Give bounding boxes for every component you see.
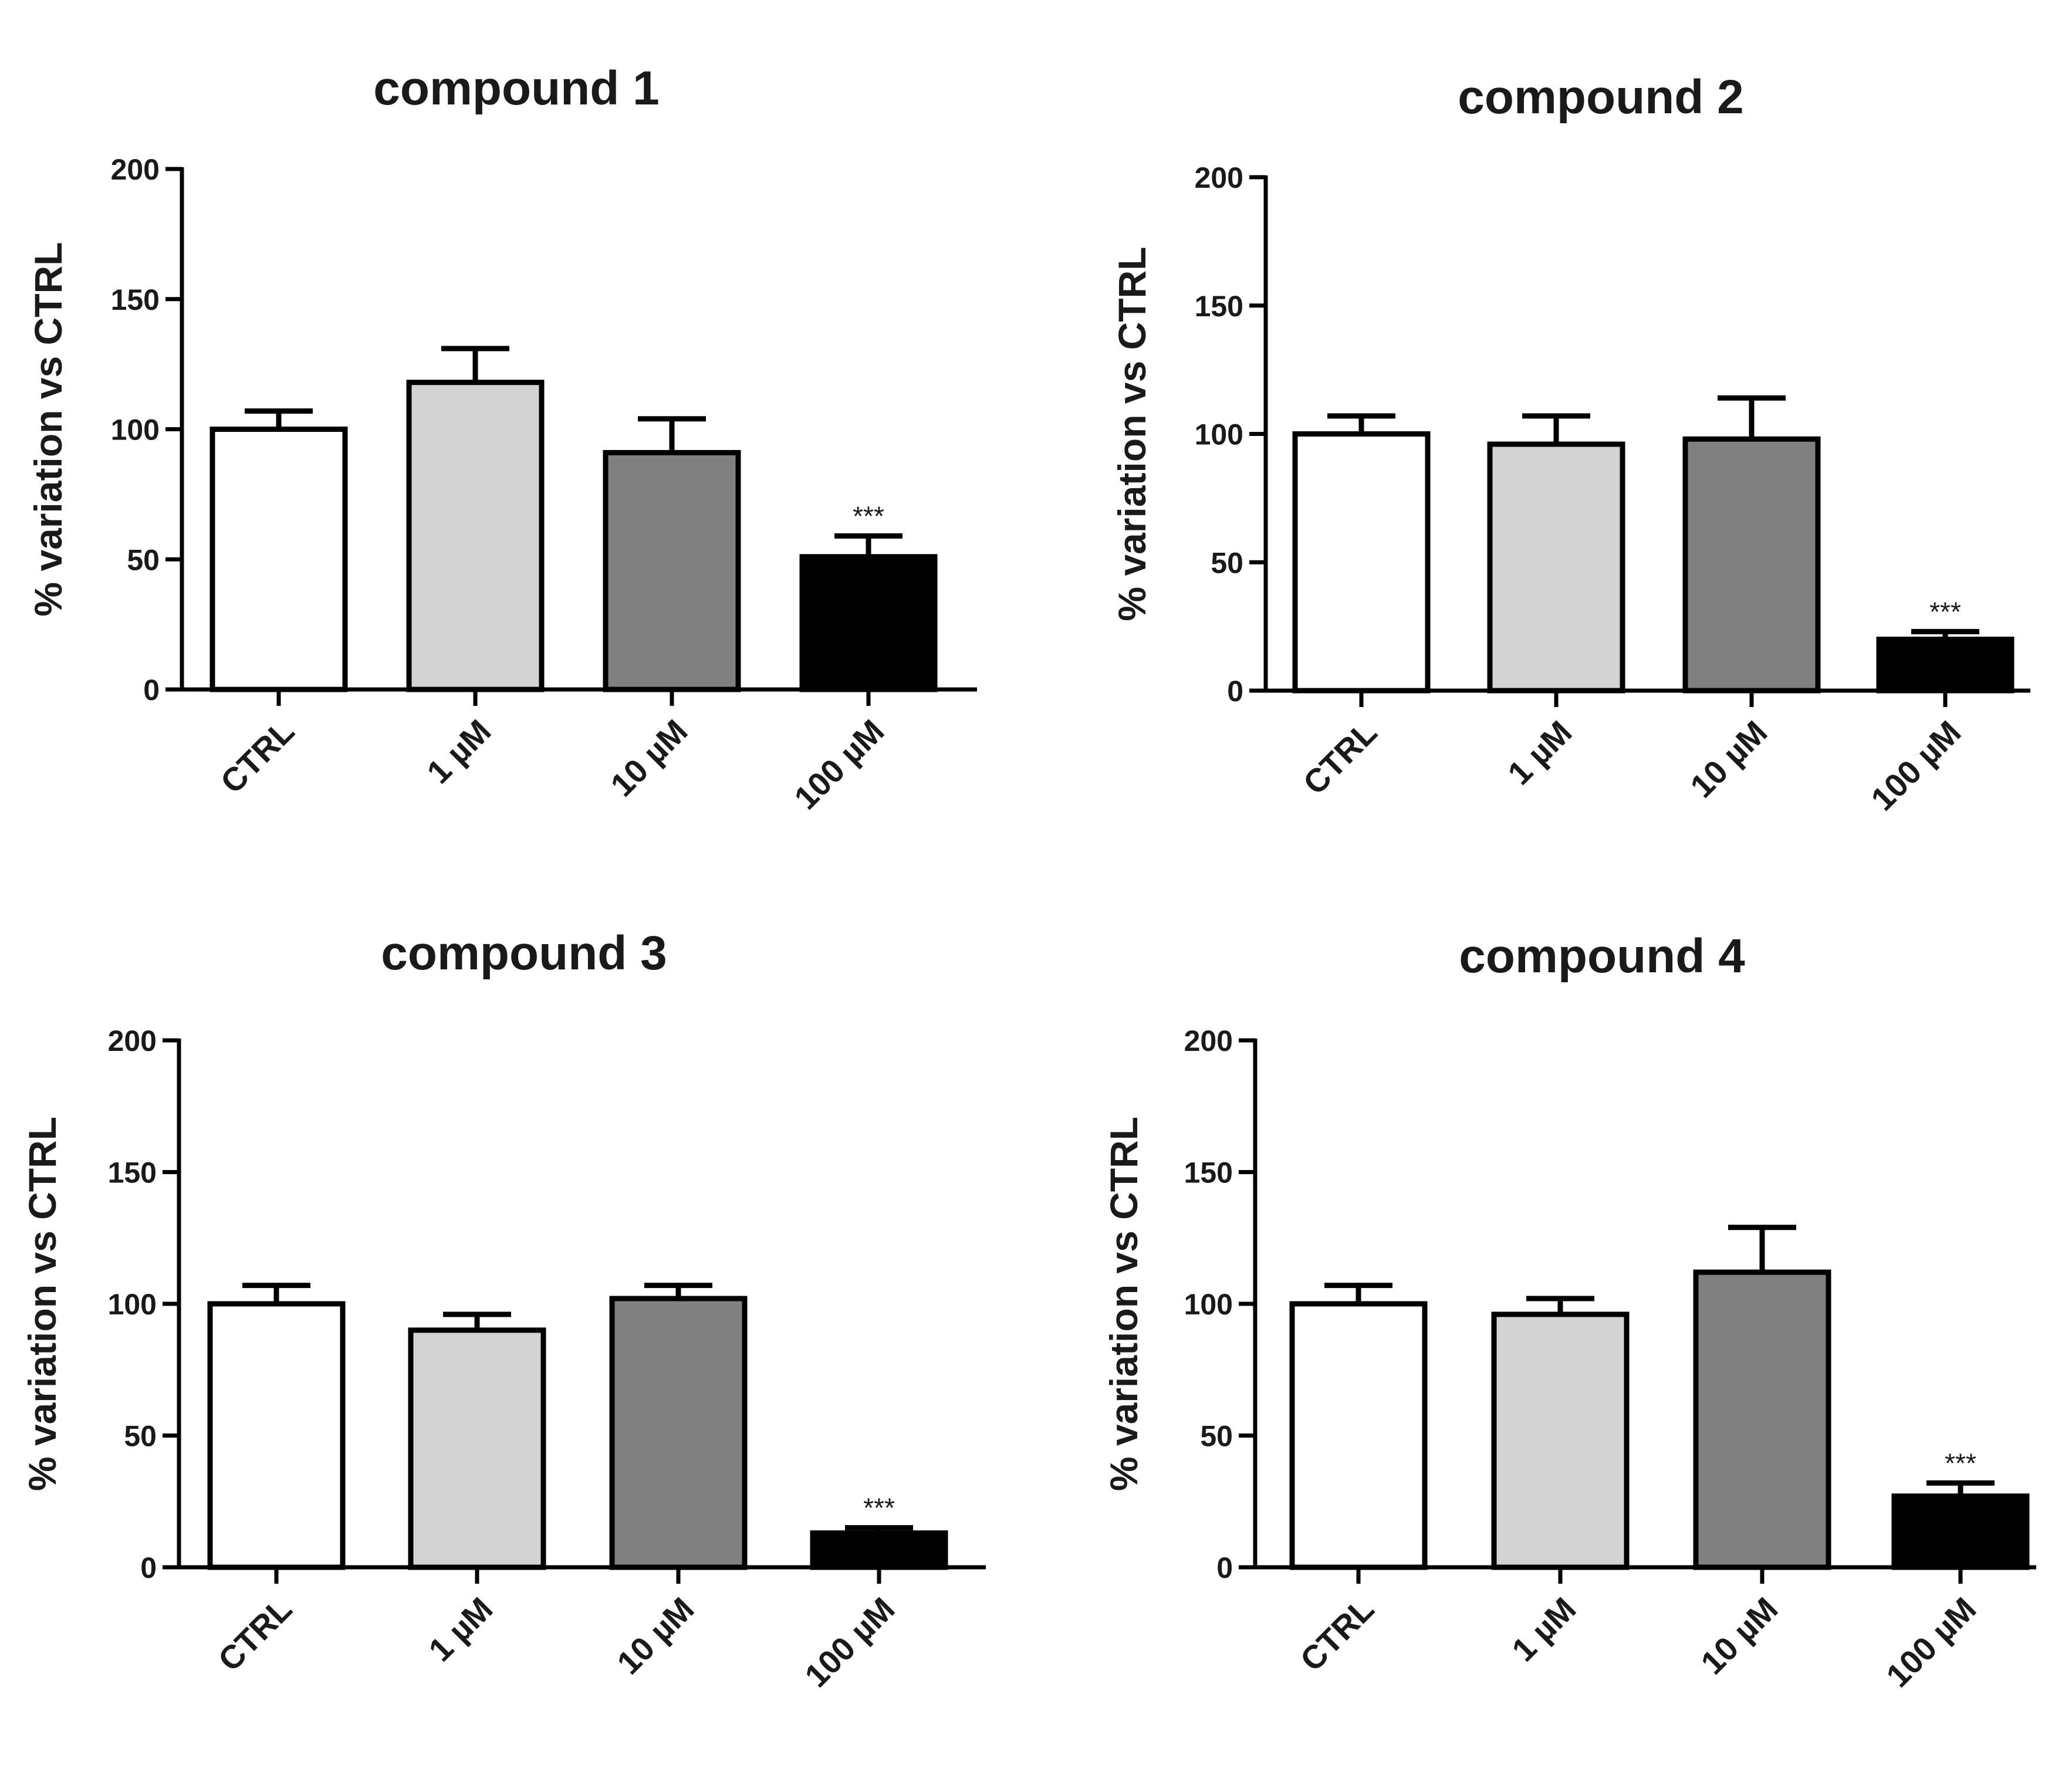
- x-category-label: 10 µM: [1694, 1590, 1784, 1681]
- x-category-label: 100 µM: [1864, 714, 1968, 817]
- x-category-label: 1 µM: [1500, 714, 1578, 792]
- significance-label: ***: [863, 1493, 895, 1523]
- bar-4: [1876, 637, 2014, 694]
- chart-panel-2: compound 2 % variation vs CTRL 0 50 100 150 20…: [1110, 70, 2030, 817]
- chart-title: compound 3: [381, 927, 667, 980]
- bar-1: [1289, 1301, 1428, 1570]
- x-category-label: 1 µM: [1505, 1590, 1583, 1668]
- x-category-label: 1 µM: [420, 712, 498, 790]
- chart-title: compound 1: [373, 62, 659, 115]
- bar-2: [1491, 1311, 1630, 1570]
- significance-label: ***: [1929, 596, 1961, 627]
- y-tick-label: 200: [108, 1025, 157, 1057]
- bar-4: [1891, 1493, 2030, 1570]
- x-category-label: 100 µM: [797, 1590, 901, 1694]
- y-tick-label: 50: [1200, 1420, 1233, 1453]
- y-tick-label: 200: [1184, 1025, 1233, 1057]
- y-tick-label: 0: [143, 674, 160, 706]
- y-tick-label: 0: [1216, 1551, 1233, 1584]
- y-tick-label: 150: [108, 1157, 157, 1189]
- y-tick-label: 150: [1184, 1157, 1233, 1189]
- y-tick-label: 200: [111, 153, 160, 186]
- bar-1: [1292, 431, 1431, 694]
- bar-3: [1693, 1269, 1831, 1570]
- y-axis-label: % variation vs CTRL: [26, 242, 70, 616]
- x-category-label: CTRL: [211, 1590, 299, 1678]
- y-tick-label: 0: [140, 1551, 157, 1584]
- bar-2: [408, 1327, 546, 1570]
- y-tick-label: 50: [1211, 546, 1243, 579]
- bar-3: [609, 1296, 748, 1570]
- y-axis-label: % variation vs CTRL: [1110, 246, 1154, 621]
- x-category-label: CTRL: [213, 712, 301, 800]
- y-tick-label: 50: [124, 1420, 157, 1453]
- x-category-label: 100 µM: [787, 712, 891, 816]
- x-category-label: CTRL: [1293, 1590, 1381, 1678]
- y-tick-label: 200: [1195, 161, 1243, 194]
- chart-panel-1: compound 1 % variation vs CTRL 0 50 100 150 20…: [26, 62, 977, 816]
- y-tick-label: 100: [1195, 418, 1243, 451]
- x-category-label: 1 µM: [421, 1590, 499, 1668]
- bar-4: [810, 1530, 948, 1570]
- x-category-label: 10 µM: [610, 1590, 701, 1681]
- y-axis-label: % variation vs CTRL: [21, 1117, 64, 1491]
- y-axis-label: % variation vs CTRL: [1102, 1117, 1145, 1491]
- bar-1: [207, 1301, 346, 1570]
- chart-title: compound 2: [1458, 70, 1743, 124]
- y-tick-label: 150: [1195, 290, 1243, 323]
- x-category-label: CTRL: [1296, 714, 1384, 802]
- chart-panel-4: compound 4 % variation vs CTRL 0 50 100 150 20…: [1102, 929, 2036, 1694]
- significance-label: ***: [853, 501, 884, 531]
- chart-panel-3: compound 3 % variation vs CTRL 0 50 100 150 20…: [21, 927, 986, 1694]
- bar-2: [1487, 441, 1625, 694]
- y-tick-label: 150: [111, 283, 160, 316]
- bar-2: [406, 380, 545, 692]
- x-category-label: 100 µM: [1879, 1590, 1983, 1694]
- chart-title: compound 4: [1459, 929, 1745, 983]
- y-tick-label: 100: [1184, 1288, 1233, 1321]
- bar-3: [1682, 436, 1821, 694]
- y-tick-label: 50: [127, 543, 160, 576]
- bar-4: [799, 554, 938, 692]
- x-category-label: 10 µM: [603, 712, 694, 803]
- bar-3: [603, 449, 741, 692]
- bar-1: [209, 427, 348, 692]
- significance-label: ***: [1945, 1448, 1976, 1478]
- y-tick-label: 100: [111, 414, 160, 447]
- y-tick-label: 100: [108, 1288, 157, 1321]
- x-category-label: 10 µM: [1683, 714, 1774, 804]
- y-tick-label: 0: [1227, 675, 1243, 708]
